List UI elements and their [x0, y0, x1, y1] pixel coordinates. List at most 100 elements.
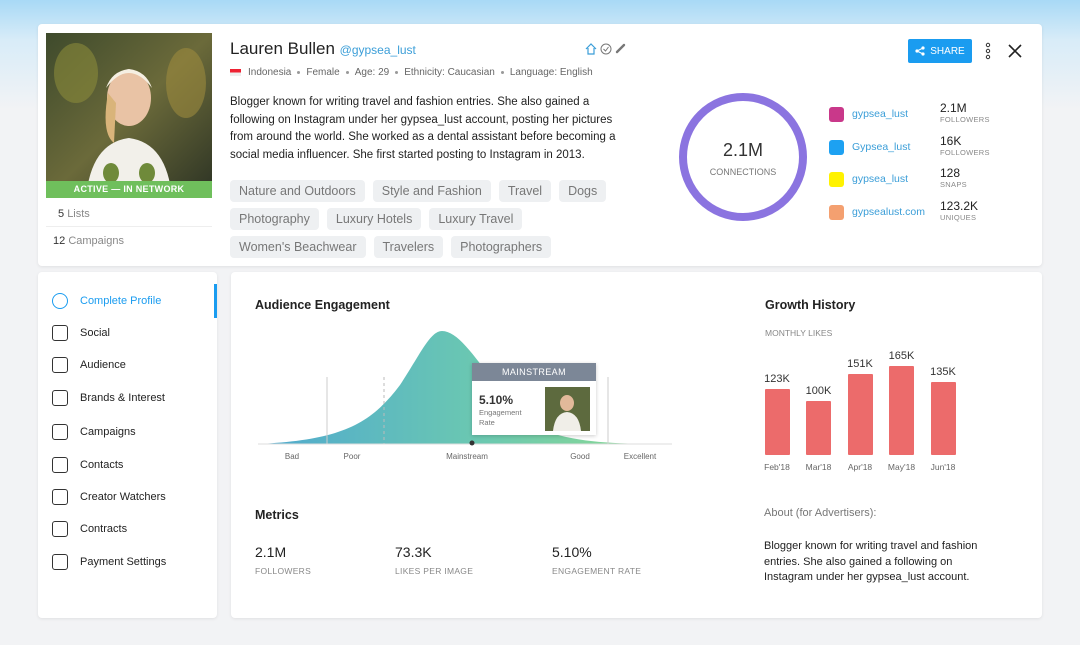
tag[interactable]: Luxury Hotels — [326, 208, 422, 230]
growth-title: Growth History — [765, 298, 856, 312]
nav-item[interactable]: Complete Profile — [80, 295, 162, 307]
tag[interactable]: Travel — [498, 180, 552, 202]
meta-item: Indonesia — [248, 67, 292, 78]
profile-icons[interactable] — [585, 43, 629, 55]
nav-icon — [52, 554, 68, 570]
bar — [930, 382, 956, 455]
scale-label: Good — [570, 452, 590, 461]
metric-label: LIKES PER IMAGE — [395, 566, 474, 576]
campaigns-count: 12 Campaigns — [53, 235, 124, 247]
tag[interactable]: Women's Beachwear — [230, 236, 366, 258]
meta-item: Ethnicity: Caucasian — [404, 67, 495, 78]
metrics-title: Metrics — [255, 508, 299, 522]
connections-value: 2.1M — [722, 140, 764, 160]
bar — [806, 401, 831, 455]
social-handle[interactable]: gypsea_lust — [852, 173, 909, 185]
tag[interactable]: Dogs — [559, 180, 607, 202]
scale-label: Mainstream — [446, 452, 488, 461]
tag[interactable]: Luxury Travel — [429, 208, 523, 230]
metric-label: FOLLOWERS — [255, 566, 312, 576]
separator-dot — [297, 71, 301, 74]
nav-item[interactable]: Campaigns — [80, 426, 136, 438]
tag[interactable]: Style and Fashion — [372, 180, 491, 202]
nav-icon — [52, 457, 68, 473]
social-handle[interactable]: Gypsea_lust — [852, 140, 911, 153]
metric-value: 2.1M — [255, 544, 287, 560]
nav-item[interactable]: Audience — [80, 359, 126, 371]
about-text: Blogger known for writing travel and fas… — [764, 540, 978, 583]
x-tick-label: Mar'18 — [805, 462, 832, 472]
scale-label: Bad — [284, 452, 300, 461]
nav-active-indicator — [214, 284, 217, 318]
nav-icon — [52, 293, 68, 309]
tag[interactable]: Travelers — [373, 236, 444, 258]
count: 5 — [58, 208, 65, 220]
x-tick-label: May'18 — [887, 462, 916, 472]
meta-item: Language: English — [509, 67, 593, 78]
metric-value: 73.3K — [395, 544, 432, 560]
label: Campaigns — [68, 235, 124, 247]
social-stat: 128 — [940, 166, 961, 180]
social-icon — [829, 172, 844, 187]
connections-ring — [679, 93, 807, 221]
social-handle[interactable]: gypsea_lust — [852, 108, 909, 120]
bar-value-label: 165K — [888, 350, 915, 362]
nav-item[interactable]: Social — [80, 327, 110, 339]
social-handle[interactable]: gypsealust.com — [852, 205, 925, 218]
engagement-popup: MAINSTREAM 5.10% Engagement Rate — [472, 363, 596, 435]
label: Lists — [67, 208, 90, 220]
tag[interactable]: Nature and Outdoors — [230, 180, 365, 202]
lists-count: 5 Lists — [58, 208, 90, 220]
popup-badge: MAINSTREAM — [472, 363, 596, 381]
social-icon — [829, 139, 844, 155]
handle[interactable]: @gypsea_lust — [339, 43, 416, 57]
x-tick-label: Jun'18 — [930, 462, 956, 472]
growth-subtitle: MONTHLY LIKES — [765, 328, 833, 338]
nav-item[interactable]: Brands & Interest — [80, 392, 165, 404]
nav-item[interactable]: Creator Watchers — [80, 491, 166, 503]
meta-item: Female — [306, 67, 340, 78]
bar — [764, 388, 790, 455]
social-stat: 2.1M — [940, 101, 967, 115]
divider — [46, 226, 212, 227]
popup-value: 5.10% — [479, 393, 514, 407]
x-tick-label: Feb'18 — [764, 462, 790, 472]
separator-dot — [500, 71, 504, 74]
social-icon — [829, 107, 844, 122]
bar — [889, 366, 914, 455]
nav-icon — [52, 357, 68, 373]
nav-item[interactable]: Contacts — [80, 459, 124, 471]
nav-icon — [52, 424, 68, 440]
window-controls[interactable] — [984, 42, 1024, 60]
nav-icon — [52, 325, 68, 341]
nav-item[interactable]: Contracts — [80, 523, 128, 535]
flag — [230, 69, 241, 76]
engagement-title: Audience Engagement — [255, 298, 390, 312]
tags: Nature and Outdoors Style and Fashion Trav… — [230, 180, 645, 258]
popup-photo — [545, 387, 590, 431]
social-stat: 16K — [940, 133, 962, 148]
social-label: UNIQUES — [940, 212, 977, 222]
popup-label: Engagement Rate — [479, 408, 522, 427]
nav-icon — [52, 489, 68, 505]
x-tick-label: Apr'18 — [847, 462, 873, 472]
social-stat: 123.2K — [940, 198, 979, 213]
about-title: About (for Advertisers): — [764, 507, 877, 519]
tag[interactable]: Photographers — [451, 236, 552, 258]
bar-value-label: 123K — [764, 372, 790, 385]
nav-item[interactable]: Payment Settings — [80, 556, 167, 568]
metric-value: 5.10% — [552, 544, 592, 560]
bar — [847, 373, 873, 455]
social-label: FOLLOWERS — [940, 147, 990, 157]
share-icon — [915, 46, 925, 56]
scale-label: Poor — [343, 452, 361, 461]
bar-value-label: 100K — [805, 385, 832, 398]
social-icon — [829, 204, 844, 220]
tag[interactable]: Photography — [230, 208, 319, 230]
separator-dot — [345, 71, 349, 74]
bar-value-label: 151K — [847, 357, 873, 370]
share-button[interactable]: SHARE — [908, 39, 972, 63]
name: Lauren Bullen — [230, 39, 335, 58]
separator-dot — [395, 71, 399, 74]
